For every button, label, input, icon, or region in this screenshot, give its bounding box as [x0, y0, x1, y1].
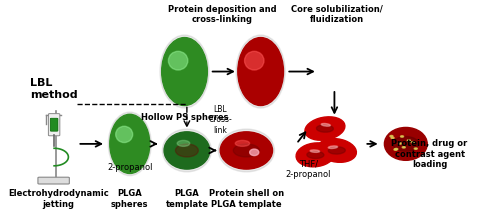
Ellipse shape — [244, 51, 264, 70]
Ellipse shape — [236, 140, 250, 146]
Ellipse shape — [110, 114, 150, 173]
Text: Core solubilization/
fluidization: Core solubilization/ fluidization — [291, 5, 382, 24]
Ellipse shape — [168, 51, 188, 70]
Text: LBL
method: LBL method — [30, 78, 78, 100]
Text: PLGA
spheres: PLGA spheres — [111, 189, 148, 208]
Ellipse shape — [321, 123, 330, 126]
Ellipse shape — [162, 38, 208, 105]
Ellipse shape — [238, 38, 284, 105]
Ellipse shape — [384, 127, 427, 160]
Ellipse shape — [307, 151, 324, 159]
Circle shape — [394, 149, 397, 150]
Ellipse shape — [234, 144, 260, 157]
FancyBboxPatch shape — [48, 114, 60, 136]
Circle shape — [398, 143, 402, 144]
Ellipse shape — [250, 149, 259, 156]
Ellipse shape — [316, 125, 334, 132]
FancyBboxPatch shape — [38, 177, 70, 184]
Text: LBL
Cross-
link: LBL Cross- link — [208, 105, 232, 135]
Ellipse shape — [177, 140, 190, 146]
Ellipse shape — [218, 129, 274, 172]
Circle shape — [408, 140, 410, 141]
Ellipse shape — [164, 132, 210, 169]
Ellipse shape — [108, 112, 152, 176]
Circle shape — [414, 148, 418, 149]
FancyBboxPatch shape — [50, 118, 58, 131]
Text: THF/
2-propanol: THF/ 2-propanol — [286, 160, 331, 179]
Circle shape — [412, 142, 414, 143]
Ellipse shape — [160, 35, 209, 108]
Text: Protein deposition and
cross-linking: Protein deposition and cross-linking — [168, 5, 277, 24]
Ellipse shape — [116, 126, 132, 143]
Ellipse shape — [220, 132, 272, 169]
Ellipse shape — [310, 150, 320, 152]
Ellipse shape — [162, 129, 212, 172]
Text: Protein, drug or
contrast agent
loading: Protein, drug or contrast agent loading — [392, 139, 468, 169]
Ellipse shape — [236, 35, 285, 108]
Circle shape — [391, 137, 394, 139]
Ellipse shape — [328, 146, 338, 149]
Text: 2-propanol: 2-propanol — [107, 163, 152, 172]
Ellipse shape — [176, 144, 199, 157]
Circle shape — [390, 135, 393, 137]
Text: Electrohydrodynamic
jetting: Electrohydrodynamic jetting — [8, 189, 109, 208]
Circle shape — [400, 136, 404, 137]
Text: Protein shell on
PLGA template: Protein shell on PLGA template — [209, 189, 284, 208]
Ellipse shape — [317, 139, 356, 162]
Text: Hollow PS spheres: Hollow PS spheres — [141, 113, 229, 122]
Ellipse shape — [296, 143, 335, 167]
Ellipse shape — [328, 147, 345, 154]
Circle shape — [402, 147, 406, 148]
Ellipse shape — [305, 117, 345, 140]
Text: PLGA
template: PLGA template — [166, 189, 208, 208]
Ellipse shape — [393, 137, 418, 151]
Circle shape — [395, 148, 398, 150]
